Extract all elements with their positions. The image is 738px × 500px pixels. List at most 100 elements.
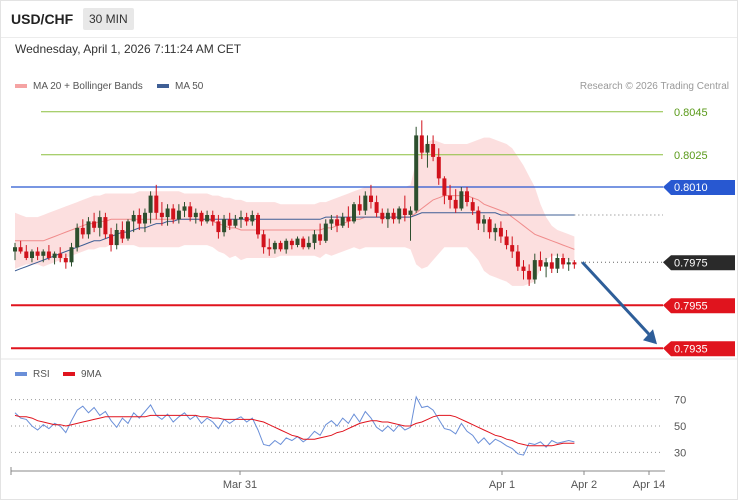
candle-body — [352, 204, 356, 222]
time-tick-label: Apr 1 — [489, 479, 515, 491]
legend-label-bollinger: MA 20 + Bollinger Bands — [33, 81, 143, 92]
timeframe-button[interactable]: 30 MIN — [83, 8, 134, 30]
candle-body — [476, 210, 481, 224]
timestamp: Wednesday, April 1, 2026 7:11:24 AM CET — [15, 42, 242, 56]
candle-body — [566, 262, 571, 265]
candle-body — [46, 251, 51, 258]
rsi-tick-label: 30 — [674, 447, 686, 459]
candle-body — [159, 212, 164, 218]
candle-body — [346, 217, 351, 222]
candle-body — [250, 215, 255, 222]
candle-body — [515, 251, 520, 267]
legend-9ma: 9MA — [63, 369, 102, 380]
candle-body — [120, 230, 125, 239]
candle-body — [137, 215, 142, 224]
rsi-tick-label: 50 — [674, 421, 686, 433]
level-tag-0.7935 — [663, 341, 735, 357]
candle-body — [52, 253, 57, 258]
candle-body — [538, 260, 543, 267]
candle-body — [544, 262, 549, 267]
candle-body — [69, 247, 74, 263]
candle-body — [171, 208, 176, 220]
level-tag-0.7975 — [663, 255, 735, 271]
level-label-0.8010: 0.8010 — [674, 182, 708, 194]
legend-swatch-bollinger — [15, 84, 27, 89]
candle-body — [143, 212, 147, 224]
candle-body — [301, 238, 306, 248]
candle-body — [97, 217, 102, 228]
candle-body — [80, 227, 85, 235]
candle-body — [114, 230, 119, 246]
candle-body — [397, 208, 402, 220]
candle-body — [329, 219, 334, 224]
time-tick-label: Apr 14 — [633, 479, 665, 491]
time-tick-label: Mar 31 — [223, 479, 257, 491]
candle-body — [75, 227, 80, 248]
candle-body — [289, 240, 294, 246]
candle-body — [199, 212, 204, 222]
candle-body — [148, 195, 153, 213]
candle-body — [24, 251, 29, 258]
candle-body — [369, 195, 373, 202]
legend-bollinger: MA 20 + Bollinger Bands — [15, 81, 143, 92]
candle-body — [272, 242, 277, 250]
candle-body — [13, 247, 17, 252]
legend-label-ma50: MA 50 — [175, 81, 204, 92]
candle-body — [380, 212, 385, 220]
candle-body — [323, 223, 328, 241]
rsi-tick-label: 70 — [674, 395, 686, 407]
ma50-line — [14, 212, 575, 272]
candle-body — [267, 247, 272, 250]
forecast-arrow-head — [643, 329, 657, 345]
candle-body — [165, 208, 170, 218]
candle-body — [109, 234, 114, 245]
rsi-ma-line — [14, 414, 575, 447]
legend-ma50: MA 50 — [157, 81, 203, 92]
symbol-label: USD/CHF — [11, 11, 74, 27]
candle-body — [453, 199, 458, 209]
legend-rsi: RSI — [15, 369, 50, 380]
chart-header: USD/CHF 30 MIN — [1, 1, 737, 38]
candle-body — [465, 191, 469, 202]
candle-body — [402, 208, 407, 215]
candle-body — [408, 210, 413, 215]
candle-body — [504, 236, 509, 246]
candle-body — [363, 195, 368, 211]
candle-body — [419, 135, 424, 153]
candle-body — [227, 219, 232, 226]
candle-body — [30, 251, 34, 258]
candle-body — [510, 245, 515, 252]
candle-body — [244, 217, 249, 222]
candle-body — [222, 219, 227, 233]
forecast-arrow-shaft — [581, 261, 651, 336]
legend-swatch-ma50 — [157, 84, 169, 89]
candle-body — [261, 234, 266, 248]
candle-body — [188, 206, 193, 218]
candle-body — [442, 178, 447, 196]
legend-swatch-rsi — [15, 372, 27, 377]
candle-body — [63, 258, 68, 263]
legend-label-9ma: 9MA — [81, 369, 102, 380]
candle-body — [216, 221, 221, 233]
candle-body — [295, 238, 300, 245]
candle-body — [131, 215, 136, 222]
level-label-0.7955: 0.7955 — [674, 300, 708, 312]
candle-body — [385, 212, 390, 220]
candle-body — [532, 260, 537, 280]
candle-body — [448, 195, 453, 200]
candle-body — [256, 215, 260, 235]
candle-body — [176, 210, 181, 220]
candle-body — [572, 262, 577, 265]
candle-body — [425, 144, 430, 153]
level-tag-0.8010 — [663, 180, 735, 195]
candle-body — [549, 262, 554, 269]
level-label-0.7935: 0.7935 — [674, 343, 708, 355]
candle-body — [487, 219, 492, 233]
candle-body — [431, 144, 436, 157]
candle-body — [126, 221, 130, 239]
candle-body — [470, 202, 475, 211]
rsi-line — [14, 395, 575, 456]
candle-body — [459, 191, 464, 209]
credit-text: Research © 2026 Trading Central — [579, 81, 729, 92]
candle-body — [233, 219, 238, 226]
